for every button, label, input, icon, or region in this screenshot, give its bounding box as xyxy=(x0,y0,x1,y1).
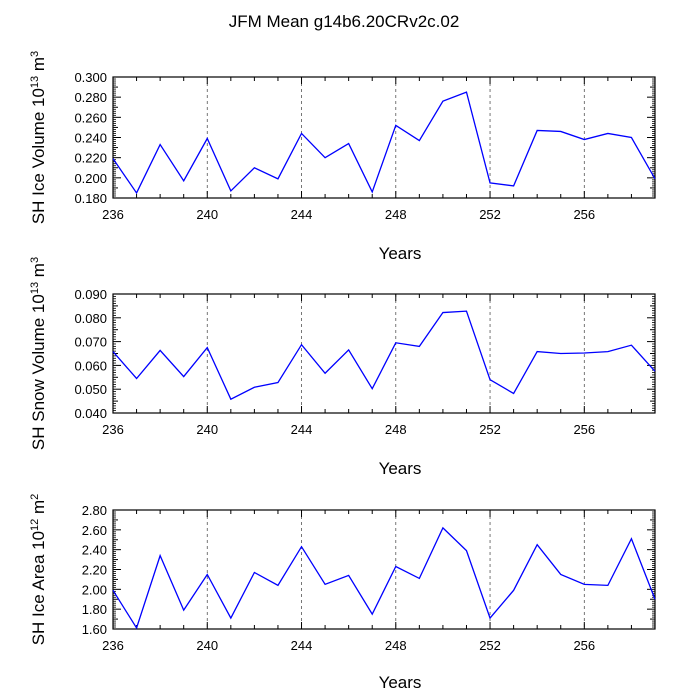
y-tick-label: 2.60 xyxy=(82,523,107,538)
series-line xyxy=(112,91,656,195)
x-tick-label: 236 xyxy=(102,422,124,437)
figure-title: JFM Mean g14b6.20CRv2c.02 xyxy=(229,12,460,31)
series-line xyxy=(112,526,656,630)
y-axis-title-part: m xyxy=(29,57,48,76)
y-axis-title: SH Ice Volume 1013 m3 xyxy=(29,51,48,224)
x-tick-label: 256 xyxy=(573,638,595,653)
y-tick-label: 2.40 xyxy=(82,543,107,558)
y-axis-title-part: m xyxy=(29,500,48,519)
panel-3: 236 240 244 248 252 256 1.60 1.80 2.00 2.20 2.40 2.… xyxy=(29,494,656,689)
y-tick-label: 0.260 xyxy=(74,110,107,125)
y-tick-label: 0.200 xyxy=(74,171,107,186)
y-axis-title-superscript: 3 xyxy=(29,257,41,263)
x-tick-label: 244 xyxy=(291,422,313,437)
y-tick-label: 0.060 xyxy=(74,358,107,373)
y-tick-label: 0.220 xyxy=(74,151,107,166)
y-tick-label: 0.090 xyxy=(74,287,107,302)
y-axis-title: SH Ice Area 1012 m2 xyxy=(29,494,48,646)
x-tick-label: 256 xyxy=(573,207,595,222)
x-axis-title: Years xyxy=(379,459,422,478)
x-tick-label: 248 xyxy=(385,422,407,437)
y-tick-label: 1.80 xyxy=(82,602,107,617)
y-axis-title-superscript: 2 xyxy=(29,494,41,500)
y-axis-title-part: SH Ice Volume 10 xyxy=(29,88,48,224)
x-tick-label: 248 xyxy=(385,207,407,222)
x-tick-label: 252 xyxy=(479,638,501,653)
panel-1: 236 240 244 248 252 256 0.180 0.200 0.220 0.240 0.… xyxy=(29,51,656,263)
y-tick-label: 0.050 xyxy=(74,382,107,397)
y-tick-label: 0.040 xyxy=(74,406,107,421)
y-tick-label: 2.20 xyxy=(82,563,107,578)
x-tick-label: 252 xyxy=(479,207,501,222)
y-tick-label: 0.300 xyxy=(74,70,107,85)
x-tick-label: 236 xyxy=(102,207,124,222)
y-axis-title-superscript: 13 xyxy=(29,282,41,294)
x-axis-title: Years xyxy=(379,673,422,689)
y-axis-title-superscript: 3 xyxy=(29,51,41,57)
y-tick-label: 0.240 xyxy=(74,131,107,146)
y-tick-label: 0.070 xyxy=(74,335,107,350)
plot-frame xyxy=(112,509,656,630)
series-line xyxy=(112,310,656,401)
y-tick-label: 1.60 xyxy=(82,622,107,637)
y-axis-title-part: SH Snow Volume 10 xyxy=(29,294,48,450)
y-tick-label: 0.280 xyxy=(74,90,107,105)
y-axis-title-part: SH Ice Area 10 xyxy=(29,531,48,645)
x-tick-label: 240 xyxy=(196,422,218,437)
x-axis-title: Years xyxy=(379,244,422,263)
x-tick-label: 256 xyxy=(573,422,595,437)
y-axis-title-superscript: 13 xyxy=(29,76,41,88)
y-tick-label: 0.080 xyxy=(74,311,107,326)
x-tick-label: 244 xyxy=(291,207,313,222)
x-tick-label: 240 xyxy=(196,638,218,653)
x-tick-label: 240 xyxy=(196,207,218,222)
x-tick-label: 248 xyxy=(385,638,407,653)
panel-2: 236 240 244 248 252 256 0.040 0.050 0.060 0.070 0.… xyxy=(29,257,656,478)
y-tick-label: 2.00 xyxy=(82,582,107,597)
y-axis-title: SH Snow Volume 1013 m3 xyxy=(29,257,48,450)
y-tick-label: 2.80 xyxy=(82,503,107,518)
y-axis-title-part: m xyxy=(29,263,48,282)
x-tick-label: 244 xyxy=(291,638,313,653)
y-axis-title-superscript: 12 xyxy=(29,519,41,531)
x-tick-label: 236 xyxy=(102,638,124,653)
y-tick-label: 0.180 xyxy=(74,191,107,206)
x-tick-label: 252 xyxy=(479,422,501,437)
plot-frame xyxy=(112,76,656,199)
